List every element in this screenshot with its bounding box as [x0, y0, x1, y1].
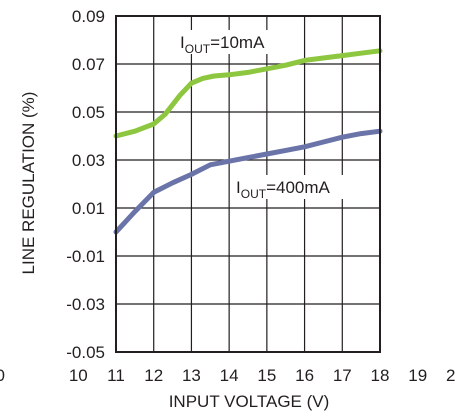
- x-tick-label: 20: [446, 366, 455, 385]
- x-tick-label: 14: [220, 366, 239, 385]
- y-tick-label: 0.05: [72, 103, 105, 122]
- plot-frame: [115, 15, 381, 353]
- series-labels: IOUT=10mA IOUT=400mA: [176, 30, 368, 201]
- series-label-10ma-bg: [176, 30, 298, 54]
- x-tick-label: 18: [371, 366, 390, 385]
- y-tick-label: -0.01: [66, 247, 105, 266]
- x-axis-title: INPUT VOLTAGE (V): [169, 392, 330, 411]
- x-tick-label: 12: [144, 366, 163, 385]
- x-tick-label: 0: [0, 366, 5, 385]
- y-tick-label: -0.03: [66, 295, 105, 314]
- x-tick-label: 19: [408, 366, 427, 385]
- x-tick-label: 13: [182, 366, 201, 385]
- series-label-400ma: IOUT=400mA: [236, 178, 331, 201]
- y-tick-label: 0.07: [72, 55, 105, 74]
- x-tick-label: 11: [107, 366, 125, 385]
- axis-ticks: 10 11 12 13 14 15 16 17 18 19 20 0 0.09 0.07 0.05 0.03 0…: [0, 7, 455, 385]
- y-tick-label: 0.01: [72, 199, 105, 218]
- x-tick-label: 16: [295, 366, 314, 385]
- series-lines: [113, 48, 383, 235]
- x-tick-label: 17: [333, 366, 352, 385]
- y-axis-title: LINE REGULATION (%): [19, 92, 38, 275]
- y-tick-label: 0.03: [72, 151, 105, 170]
- y-tick-label: 0.09: [72, 7, 105, 26]
- series-line-10ma: [113, 48, 383, 139]
- series-label-10ma: IOUT=10mA: [180, 33, 265, 56]
- x-tick-label: 10: [69, 366, 88, 385]
- series-line-400ma: [113, 128, 383, 235]
- x-tick-label: 15: [257, 366, 276, 385]
- series-label-400ma-bg: [232, 175, 368, 199]
- y-tick-label: -0.05: [66, 343, 105, 362]
